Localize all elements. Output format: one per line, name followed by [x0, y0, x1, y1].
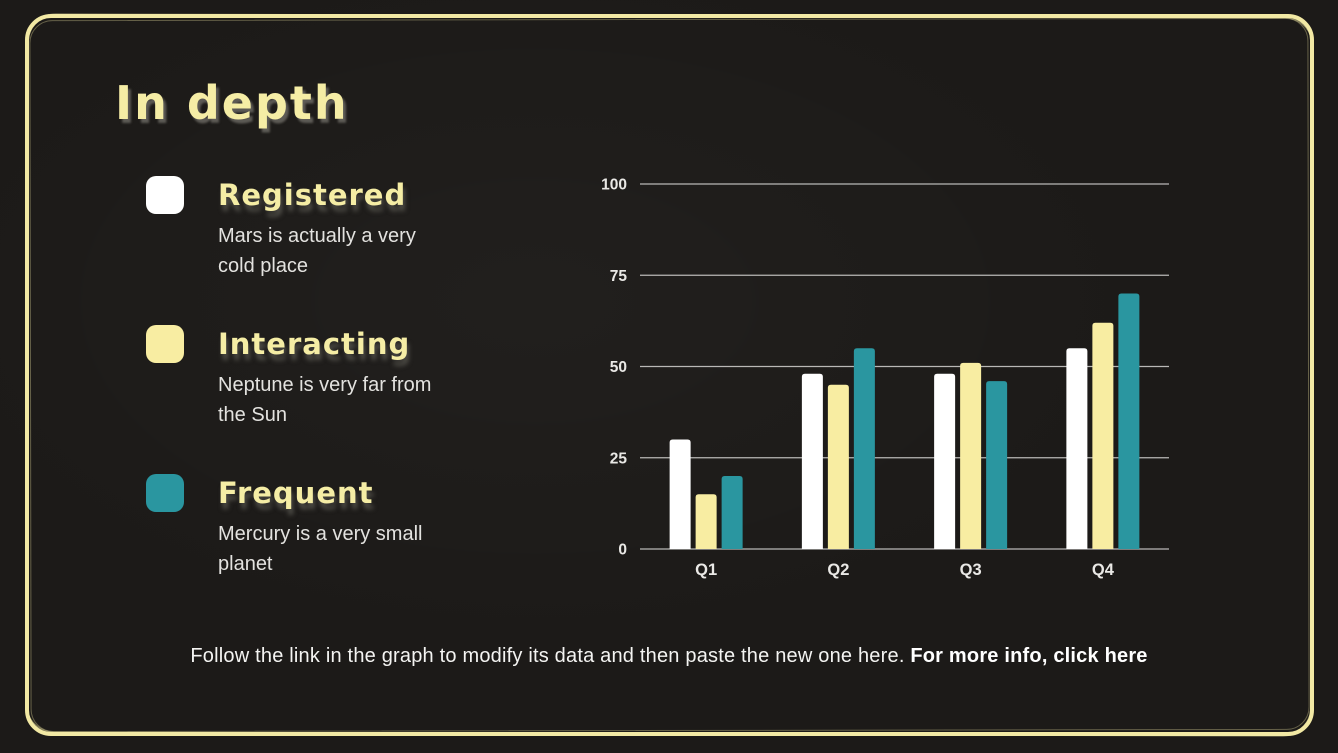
y-tick-label: 75	[610, 268, 628, 285]
legend-item-text: Interacting Neptune is very far from the…	[218, 325, 458, 430]
legend-label: Interacting	[218, 327, 411, 361]
bar-registered-q3	[934, 373, 956, 549]
legend-item: Interacting Neptune is very far from the…	[146, 325, 476, 430]
y-tick-label: 50	[610, 359, 627, 376]
bar-registered-q1	[669, 439, 691, 549]
page-title: In depth	[115, 76, 349, 130]
bar-frequent-q3	[986, 381, 1008, 549]
chart-legend: Registered Mars is actually a very cold …	[146, 176, 476, 623]
bar-frequent-q4	[1118, 293, 1140, 549]
bar-registered-q2	[801, 373, 823, 549]
footer-text: Follow the link in the graph to modify i…	[190, 645, 905, 667]
x-tick-label: Q4	[1092, 561, 1115, 579]
bar-registered-q4	[1066, 348, 1088, 549]
bar-interacting-q1	[695, 494, 717, 549]
legend-swatch-interacting	[146, 325, 184, 363]
bar-interacting-q3	[960, 362, 982, 549]
bar-frequent-q2	[853, 348, 875, 549]
legend-swatch-registered	[146, 176, 184, 214]
x-tick-label: Q1	[695, 561, 717, 579]
legend-label: Registered	[218, 178, 407, 212]
legend-label: Frequent	[218, 476, 374, 510]
bar-interacting-q4	[1092, 322, 1114, 549]
x-tick-label: Q2	[827, 561, 849, 579]
x-tick-label: Q3	[960, 561, 982, 579]
footer-note: Follow the link in the graph to modify i…	[0, 645, 1338, 668]
bar-chart-svg: 0 25 50 75 100 Q1 Q2 Q3 Q4	[601, 177, 1169, 579]
bar-frequent-q1	[721, 476, 743, 549]
legend-description: Neptune is very far from the Sun	[218, 374, 432, 426]
legend-item: Registered Mars is actually a very cold …	[146, 176, 476, 281]
legend-item-text: Frequent Mercury is a very small planet	[218, 474, 458, 579]
y-tick-label: 0	[618, 542, 627, 559]
legend-description: Mercury is a very small planet	[218, 523, 423, 575]
legend-item-text: Registered Mars is actually a very cold …	[218, 176, 458, 281]
legend-description: Mars is actually a very cold place	[218, 225, 416, 277]
bar-interacting-q2	[827, 384, 849, 549]
legend-item: Frequent Mercury is a very small planet	[146, 474, 476, 579]
bar-chart[interactable]: 0 25 50 75 100 Q1 Q2 Q3 Q4	[585, 158, 1185, 593]
y-tick-label: 100	[601, 177, 627, 194]
legend-swatch-frequent	[146, 474, 184, 512]
footer-link[interactable]: For more info, click here	[910, 645, 1148, 667]
y-tick-label: 25	[610, 450, 628, 467]
